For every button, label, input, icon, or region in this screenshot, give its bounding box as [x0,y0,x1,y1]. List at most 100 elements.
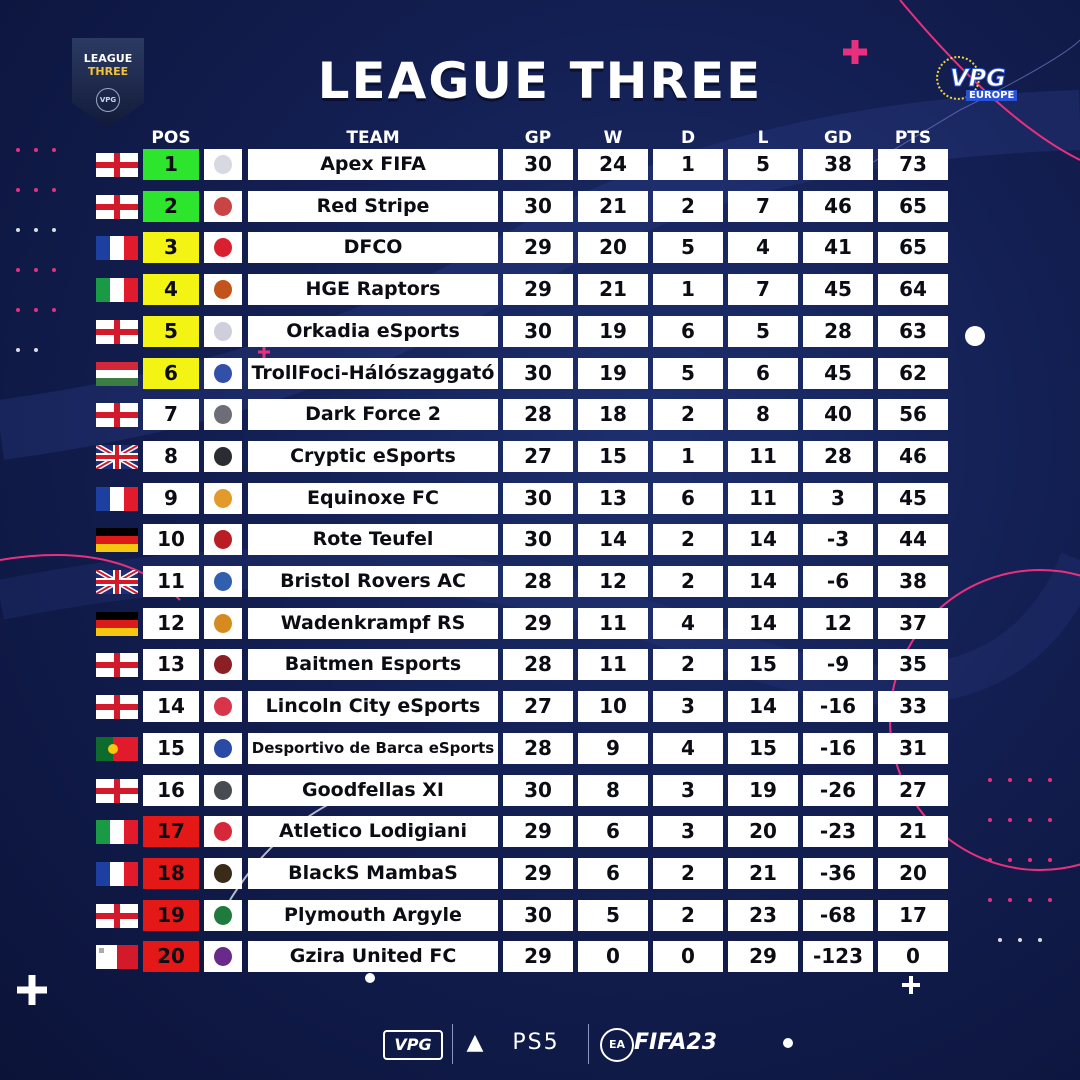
header-d: D [680,128,696,148]
gp-cell: 28 [503,566,573,597]
table-row: 1 Apex FIFA 30 24 1 5 38 73 [0,149,1080,181]
d-cell: 3 [653,816,723,847]
pts-cell: 35 [878,649,948,680]
gd-cell: 46 [803,191,873,222]
l-cell: 5 [728,149,798,180]
w-cell: 19 [578,316,648,347]
page-title: LEAGUE THREE [317,52,763,110]
italy-flag-icon [96,278,138,302]
footer-separator [588,1024,589,1064]
table-row: 11 Bristol Rovers AC 28 12 2 14 -6 38 [0,566,1080,598]
table-row: 8 Cryptic eSports 27 15 1 11 28 46 [0,441,1080,473]
hungary-flag-icon [96,362,138,386]
england-flag-icon [96,653,138,677]
l-cell: 14 [728,566,798,597]
l-cell: 7 [728,274,798,305]
team-name-cell: Red Stripe [248,191,498,222]
position-cell: 9 [143,483,199,514]
w-cell: 13 [578,483,648,514]
gp-cell: 27 [503,441,573,472]
l-cell: 6 [728,358,798,389]
position-cell: 18 [143,858,199,889]
l-cell: 5 [728,316,798,347]
position-cell: 2 [143,191,199,222]
team-name-cell: Equinoxe FC [248,483,498,514]
pts-cell: 62 [878,358,948,389]
gd-cell: -68 [803,900,873,931]
eu-stars-ring-icon [936,56,980,100]
l-cell: 14 [728,691,798,722]
table-row: 16 Goodfellas XI 30 8 3 19 -26 27 [0,775,1080,807]
footer-separator [452,1024,453,1064]
italy-flag-icon [96,820,138,844]
w-cell: 0 [578,941,648,972]
l-cell: 7 [728,191,798,222]
team-name-cell: Plymouth Argyle [248,900,498,931]
germany-flag-icon [96,612,138,636]
w-cell: 9 [578,733,648,764]
position-cell: 17 [143,816,199,847]
d-cell: 2 [653,858,723,889]
england-flag-icon [96,403,138,427]
position-cell: 12 [143,608,199,639]
team-crest-icon [204,483,242,514]
pts-cell: 17 [878,900,948,931]
pts-cell: 20 [878,858,948,889]
pts-cell: 45 [878,483,948,514]
gd-cell: -26 [803,775,873,806]
team-name-cell: HGE Raptors [248,274,498,305]
w-cell: 14 [578,524,648,555]
gd-cell: -23 [803,816,873,847]
table-row: 9 Equinoxe FC 30 13 6 11 3 45 [0,483,1080,515]
w-cell: 21 [578,274,648,305]
pts-cell: 56 [878,399,948,430]
header-team: TEAM [346,128,400,148]
gp-cell: 30 [503,775,573,806]
position-cell: 10 [143,524,199,555]
gp-cell: 29 [503,232,573,263]
header-pts: PTS [894,128,932,148]
d-cell: 2 [653,649,723,680]
pts-cell: 46 [878,441,948,472]
pts-cell: 33 [878,691,948,722]
team-crest-icon [204,775,242,806]
gd-cell: -16 [803,733,873,764]
gd-cell: 38 [803,149,873,180]
table-row: 19 Plymouth Argyle 30 5 2 23 -68 17 [0,900,1080,932]
team-name-cell: Goodfellas XI [248,775,498,806]
d-cell: 3 [653,691,723,722]
w-cell: 10 [578,691,648,722]
england-flag-icon [96,904,138,928]
team-crest-icon [204,941,242,972]
team-crest-icon [204,608,242,639]
l-cell: 11 [728,483,798,514]
position-cell: 19 [143,900,199,931]
position-cell: 6 [143,358,199,389]
team-name-cell: BlackS MambaS [248,858,498,889]
badge-ring: VPG [96,88,120,112]
position-cell: 20 [143,941,199,972]
gp-cell: 29 [503,858,573,889]
team-name-cell: Apex FIFA [248,149,498,180]
team-name-cell: Wadenkrampf RS [248,608,498,639]
footer-fifa23-logo: FIFA23 [634,1030,718,1055]
team-crest-icon [204,900,242,931]
w-cell: 11 [578,649,648,680]
w-cell: 5 [578,900,648,931]
d-cell: 4 [653,608,723,639]
position-cell: 3 [143,232,199,263]
d-cell: 3 [653,775,723,806]
team-crest-icon [204,733,242,764]
vpg-logo-subtitle: EUROPE [966,90,1018,101]
w-cell: 12 [578,566,648,597]
team-name-cell: Baitmen Esports [248,649,498,680]
portugal-flag-icon [96,737,138,761]
pts-cell: 0 [878,941,948,972]
gp-cell: 30 [503,191,573,222]
pts-cell: 21 [878,816,948,847]
l-cell: 23 [728,900,798,931]
w-cell: 21 [578,191,648,222]
team-crest-icon [204,524,242,555]
england-flag-icon [96,779,138,803]
gd-cell: -16 [803,691,873,722]
